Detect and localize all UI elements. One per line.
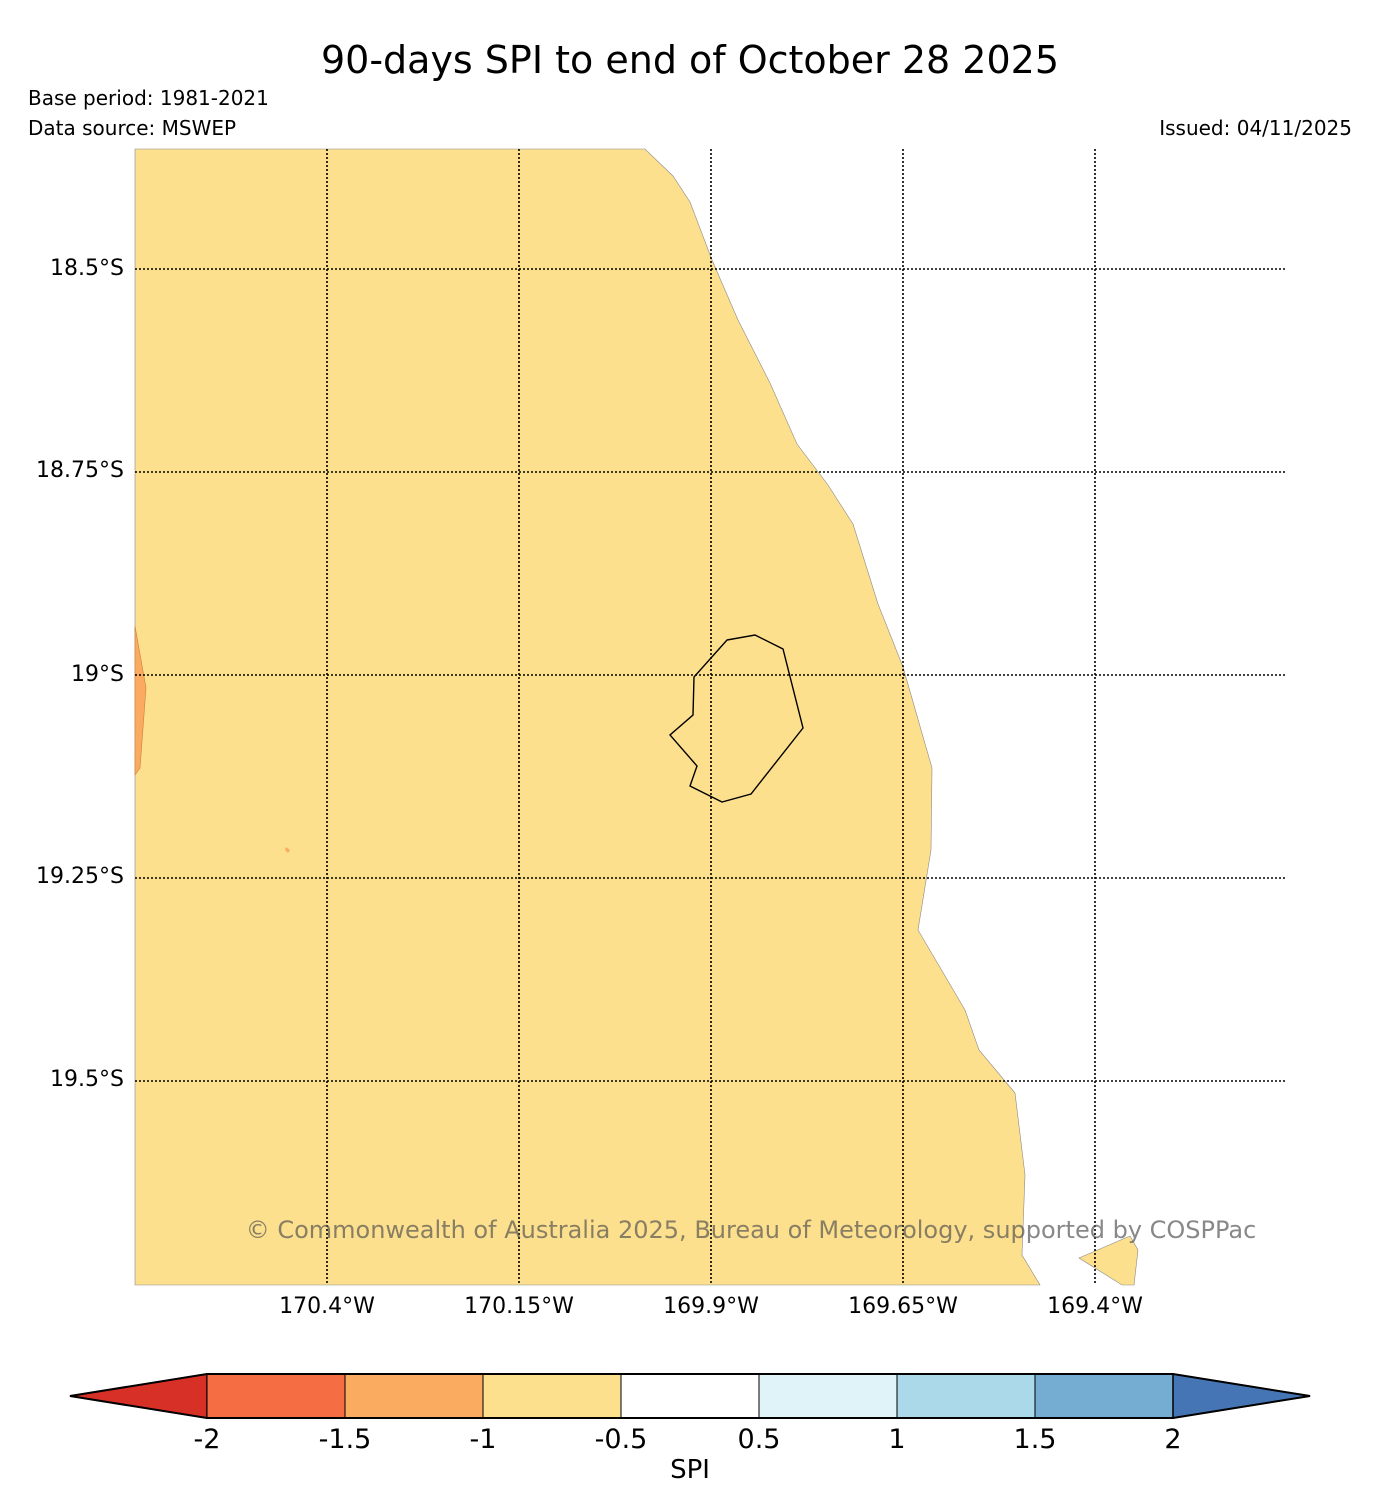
colorbar-tick: -1: [469, 1424, 497, 1455]
colorbar-segment: [344, 1373, 484, 1419]
issued-date: Issued: 04/11/2025: [1159, 116, 1352, 140]
island-coastline: [669, 634, 804, 803]
colorbar-segment: [620, 1373, 760, 1419]
colorbar-outline: [69, 1373, 1311, 1419]
lon-label: 170.4°W: [279, 1294, 375, 1319]
colorbar-segment: [206, 1373, 346, 1419]
colorbar-tick: -2: [193, 1424, 221, 1455]
spi-dry-patch: [134, 625, 147, 776]
lat-label: 19.5°S: [50, 1067, 124, 1092]
colorbar-extend-low: [69, 1373, 208, 1419]
colorbar-tick: 1.5: [1013, 1424, 1057, 1455]
colorbar-label: SPI: [670, 1455, 710, 1485]
map-title: 90-days SPI to end of October 28 2025: [320, 38, 1060, 82]
spi-dry-speck: [285, 847, 290, 853]
spi-fill-patch: [1078, 1235, 1139, 1286]
colorbar-extend-high: [1172, 1373, 1311, 1419]
colorbar-segment: [482, 1373, 622, 1419]
data-source: Data source: MSWEP: [28, 116, 237, 140]
lon-label: 169.9°W: [663, 1294, 759, 1319]
lat-label: 19°S: [71, 662, 124, 687]
copyright-watermark: © Commonwealth of Australia 2025, Bureau…: [245, 1216, 1257, 1244]
colorbar-tick: 2: [1164, 1424, 1182, 1455]
lon-label: 170.15°W: [464, 1294, 574, 1319]
lat-label: 18.5°S: [50, 256, 124, 281]
graticule: [135, 149, 1287, 1285]
lon-label: 169.65°W: [848, 1294, 958, 1319]
colorbar-segment: [758, 1373, 898, 1419]
lat-label: 19.25°S: [36, 864, 124, 889]
colorbar-segment: [1034, 1373, 1174, 1419]
colorbar-tick: 0.5: [737, 1424, 781, 1455]
lat-label: 18.75°S: [36, 458, 124, 483]
base-period: Base period: 1981-2021: [28, 86, 269, 110]
colorbar-tick: -1.5: [318, 1424, 372, 1455]
colorbar-segment: [896, 1373, 1036, 1419]
colorbar-tick: 1: [888, 1424, 906, 1455]
colorbar-tick: -0.5: [594, 1424, 648, 1455]
lon-label: 169.4°W: [1047, 1294, 1143, 1319]
